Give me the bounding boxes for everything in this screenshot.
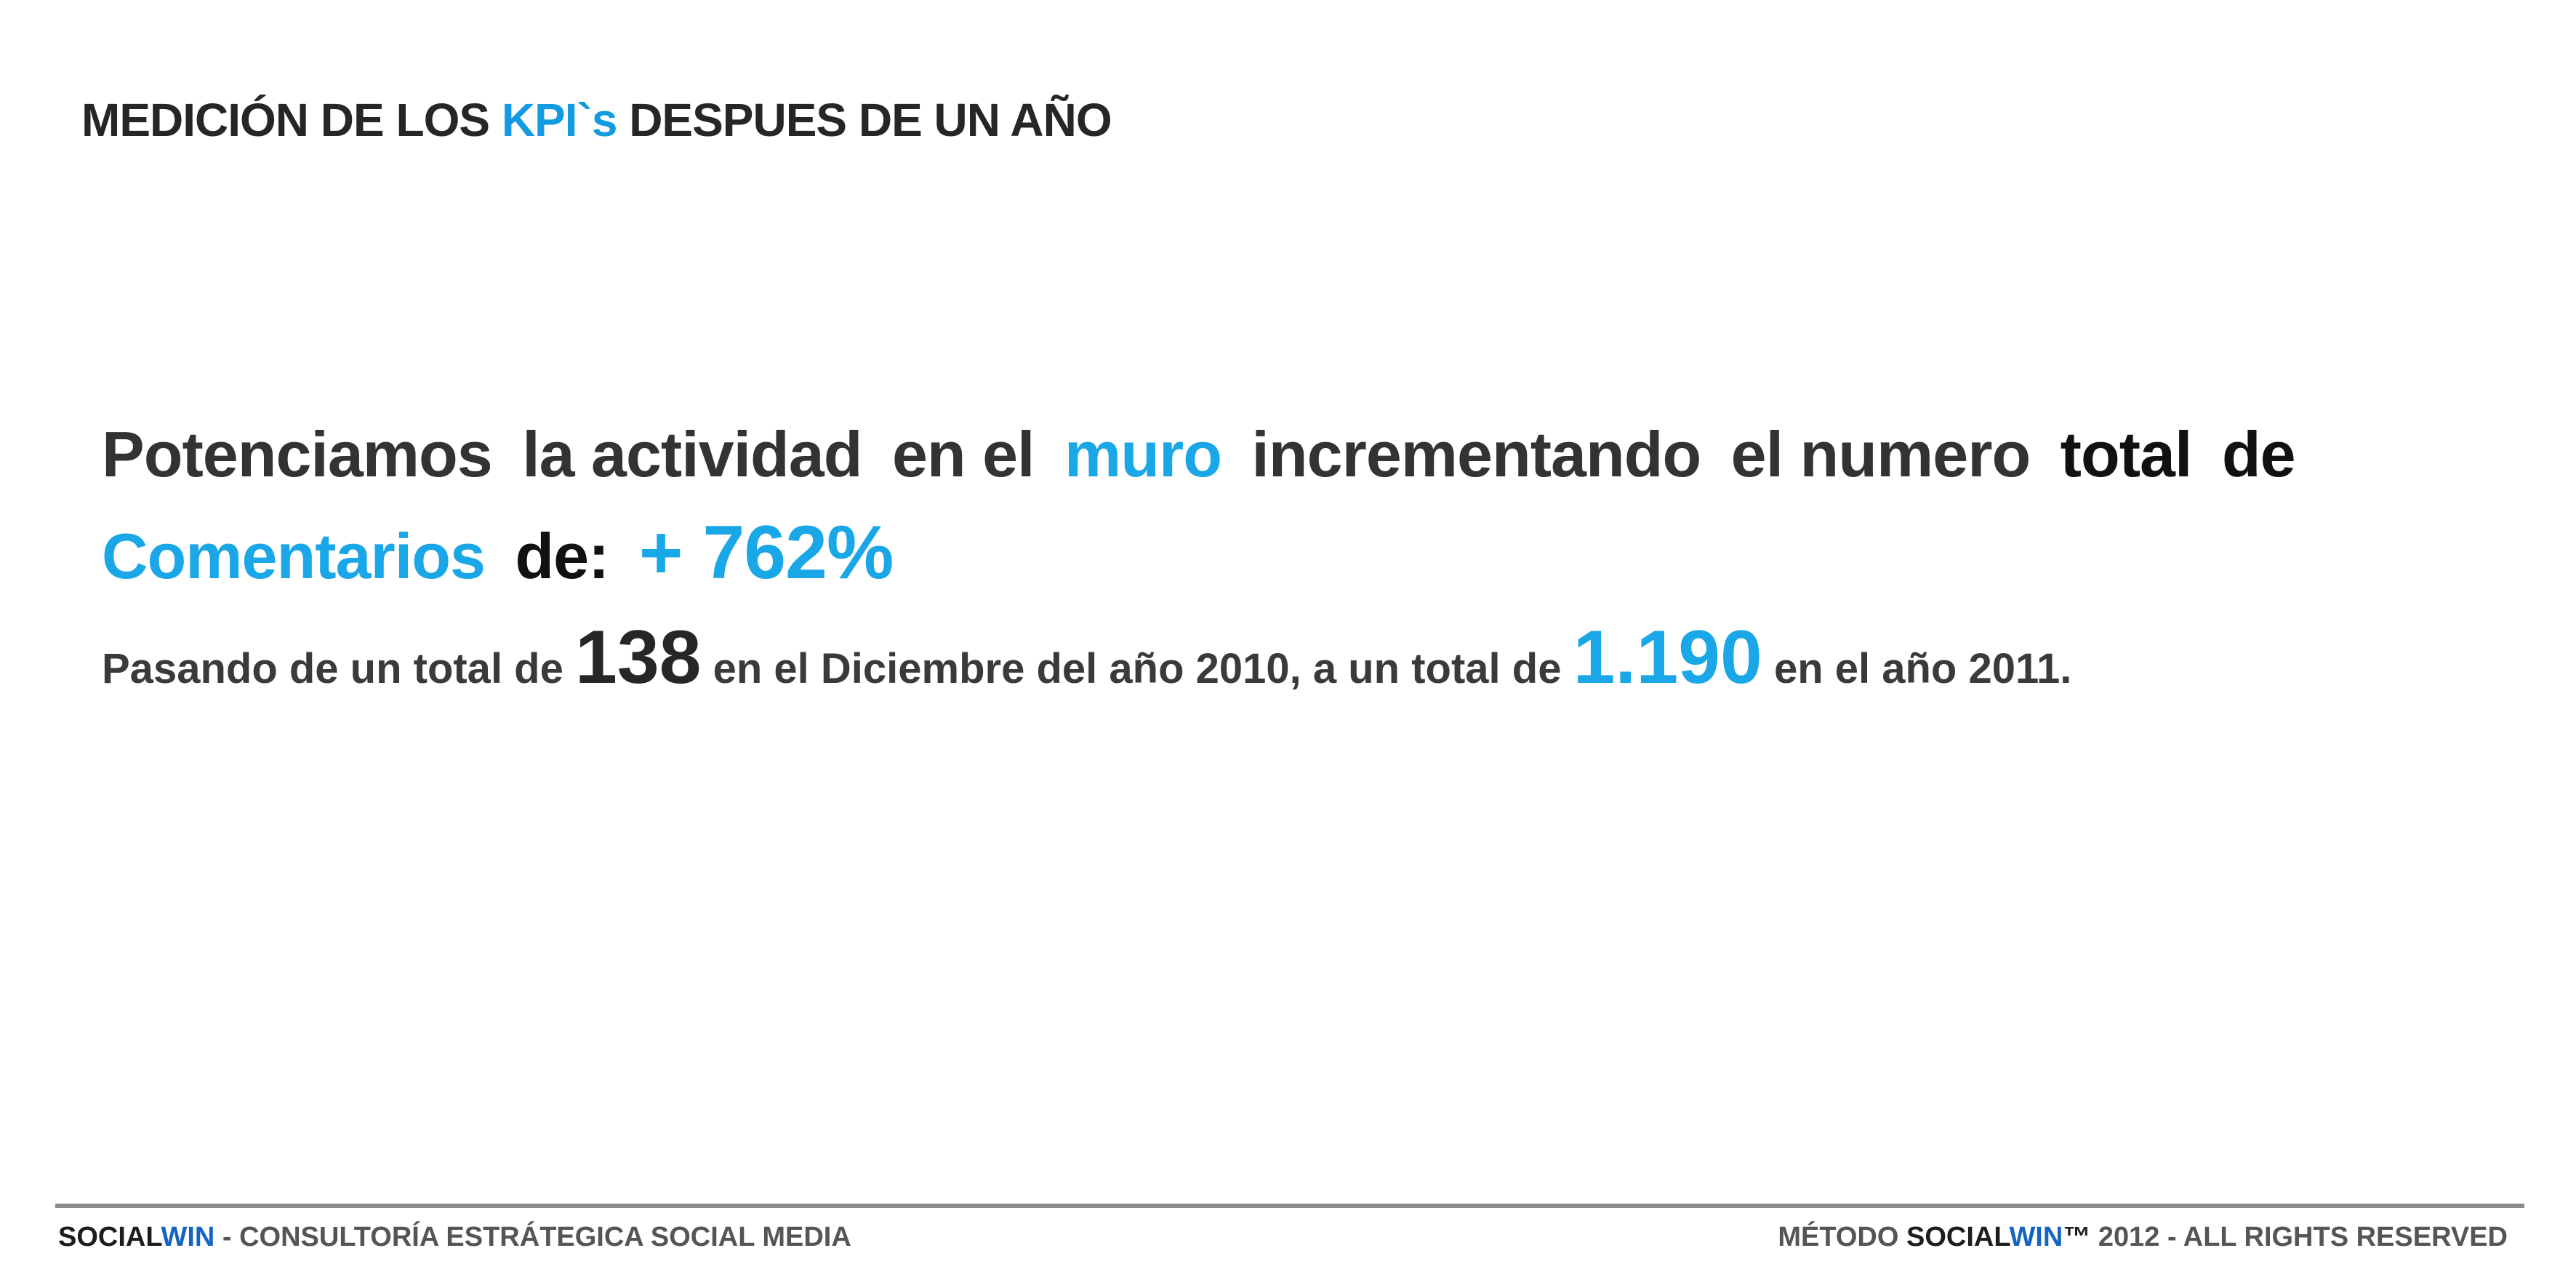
headline-word: incrementando (1251, 418, 1701, 490)
footer-right-pre: MÉTODO (1778, 1222, 1906, 1252)
value-before: 138 (574, 615, 702, 700)
headline-word: en el (891, 418, 1035, 490)
detail-text-1: Pasando de un total de (102, 645, 575, 692)
headline-word: Potenciamos (102, 418, 493, 490)
headline-word-total: total (2060, 418, 2193, 490)
footer-right-brand-social: SOCIAL (1906, 1222, 2010, 1252)
headline-word-de-colon: de: (515, 520, 609, 592)
headline-line-1: Potenciamos la actividad en el muro incr… (102, 407, 2501, 502)
value-after: 1.190 (1573, 615, 1762, 700)
footer-brand-win: WIN (161, 1222, 215, 1252)
title-part-2: DESPUES DE UN AÑO (617, 94, 1112, 146)
detail-line: Pasando de un total de 138 en el Diciemb… (102, 614, 2501, 713)
title-part-1: MEDICIÓN DE LOS (81, 94, 502, 146)
footer-left-text: SOCIALWIN - CONSULTORÍA ESTRÁTEGICA SOCI… (58, 1222, 851, 1253)
content-block: Potenciamos la actividad en el muro incr… (102, 407, 2501, 713)
headline-word: la actividad (522, 418, 862, 490)
headline-word: el numero (1730, 418, 2031, 490)
trademark-symbol: ™ (2063, 1222, 2091, 1252)
title-accent-kpis: KPI`s (501, 94, 618, 146)
growth-percentage: + 762% (638, 511, 894, 595)
headline-line-2: Comentarios de: + 762% (102, 502, 2501, 604)
footer-brand-social: SOCIAL (58, 1222, 161, 1252)
footer-divider (55, 1204, 2524, 1208)
headline-word-de: de (2221, 418, 2296, 490)
slide-title: MEDICIÓN DE LOS KPI`s DESPUES DE UN AÑO (81, 93, 1112, 147)
footer-left-rest: - CONSULTORÍA ESTRÁTEGICA SOCIAL MEDIA (214, 1222, 851, 1252)
detail-text-3: en el año 2011. (1762, 645, 2072, 692)
headline-accent-comentarios: Comentarios (102, 520, 486, 592)
headline-accent-muro: muro (1064, 418, 1222, 490)
detail-text-2: en el Diciembre del año 2010, a un total… (701, 645, 1573, 692)
footer-right-text: MÉTODO SOCIALWIN™ 2012 - ALL RIGHTS RESE… (1778, 1222, 2508, 1253)
footer-right-brand-win: WIN (2009, 1222, 2063, 1252)
footer-right-rest: 2012 - ALL RIGHTS RESERVED (2090, 1222, 2508, 1252)
